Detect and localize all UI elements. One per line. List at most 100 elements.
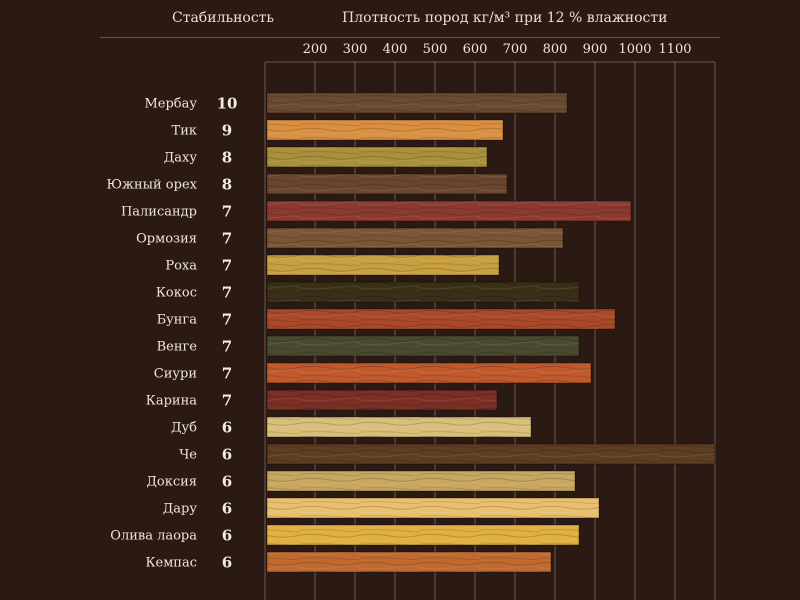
stability-score: 7 — [222, 284, 232, 302]
x-tick-label: 400 — [383, 42, 408, 57]
stability-score: 7 — [222, 392, 232, 410]
x-tick-label: 800 — [543, 42, 568, 57]
category-label: Доксия — [146, 475, 197, 490]
bar-outline — [266, 443, 716, 465]
bar-10 — [266, 335, 580, 357]
category-label: Даху — [164, 151, 198, 166]
x-tick-label: 1100 — [658, 42, 691, 57]
bar-outline — [266, 389, 498, 411]
category-label: Бунга — [157, 313, 198, 328]
stability-score: 8 — [222, 149, 232, 167]
x-tick-label: 300 — [343, 42, 368, 57]
bar-11 — [266, 362, 592, 384]
stability-score: 6 — [222, 419, 232, 437]
bar-outline — [266, 173, 508, 195]
bar-13 — [266, 416, 532, 438]
category-label: Кемпас — [145, 556, 197, 571]
stability-score: 7 — [222, 365, 232, 383]
bar-4 — [266, 173, 508, 195]
bar-12 — [266, 389, 498, 411]
bar-grain — [267, 552, 551, 572]
bar-grain — [267, 309, 615, 329]
x-tick-label: 1000 — [618, 42, 651, 57]
category-label: Дару — [163, 502, 198, 517]
density-column-title: Плотность пород кг/м³ при 12 % влажности — [342, 10, 668, 26]
bar-grain — [267, 201, 631, 221]
bar-grain — [267, 120, 503, 140]
bar-14 — [266, 443, 716, 465]
bar-grain — [267, 228, 563, 248]
category-label: Сиури — [154, 367, 197, 382]
category-label: Венге — [157, 340, 198, 355]
category-label: Роха — [165, 259, 197, 274]
bar-outline — [266, 551, 552, 573]
x-tick-label: 700 — [503, 42, 528, 57]
bar-outline — [266, 470, 576, 492]
bar-6 — [266, 227, 564, 249]
bar-outline — [266, 362, 592, 384]
stability-score: 6 — [222, 446, 232, 464]
bar-8 — [266, 281, 580, 303]
x-tick-label: 200 — [303, 42, 328, 57]
bar-grain — [267, 471, 575, 491]
bar-outline — [266, 524, 580, 546]
bar-outline — [266, 308, 616, 330]
x-tick-label: 600 — [463, 42, 488, 57]
bar-grain — [267, 363, 591, 383]
bar-outline — [266, 416, 532, 438]
bar-grain — [267, 444, 715, 464]
bar-grain — [267, 336, 579, 356]
category-label: Дуб — [171, 421, 197, 436]
x-tick-label: 500 — [423, 42, 448, 57]
bar-16 — [266, 497, 600, 519]
stability-score: 7 — [222, 338, 232, 356]
bar-grain — [267, 174, 507, 194]
stability-column-title: Стабильность — [172, 10, 275, 26]
bar-grain — [267, 93, 567, 113]
bar-2 — [266, 119, 504, 141]
bar-outline — [266, 146, 488, 168]
category-label: Тик — [172, 124, 197, 139]
bar-outline — [266, 497, 600, 519]
category-label: Ормозия — [136, 232, 197, 247]
bar-1 — [266, 92, 568, 114]
bar-grain — [267, 147, 487, 167]
category-label: Палисандр — [121, 205, 197, 220]
bar-outline — [266, 335, 580, 357]
bar-7 — [266, 254, 500, 276]
category-label: Че — [179, 448, 197, 463]
stability-score: 10 — [217, 95, 238, 113]
bar-grain — [267, 498, 599, 518]
bar-5 — [266, 200, 632, 222]
stability-score: 7 — [222, 230, 232, 248]
bar-grain — [267, 417, 531, 437]
header-divider — [100, 37, 720, 38]
stability-score: 6 — [222, 527, 232, 545]
category-label: Южный орех — [107, 178, 198, 193]
category-label: Олива лаора — [110, 529, 197, 544]
bar-18 — [266, 551, 552, 573]
bar-outline — [266, 227, 564, 249]
x-tick-label: 900 — [583, 42, 608, 57]
category-label: Карина — [146, 394, 197, 409]
bar-17 — [266, 524, 580, 546]
category-label: Кокос — [156, 286, 197, 301]
bar-9 — [266, 308, 616, 330]
stability-score: 7 — [222, 311, 232, 329]
bar-15 — [266, 470, 576, 492]
bar-outline — [266, 281, 580, 303]
category-label: Мербау — [144, 97, 197, 112]
bar-3 — [266, 146, 488, 168]
bar-outline — [266, 92, 568, 114]
bar-grain — [267, 525, 579, 545]
stability-score: 6 — [222, 554, 232, 572]
stability-score: 8 — [222, 176, 232, 194]
bar-grain — [267, 255, 499, 275]
stability-score: 6 — [222, 500, 232, 518]
bar-outline — [266, 200, 632, 222]
stability-score: 6 — [222, 473, 232, 491]
bar-outline — [266, 119, 504, 141]
bar-grain — [267, 282, 579, 302]
stability-score: 7 — [222, 257, 232, 275]
